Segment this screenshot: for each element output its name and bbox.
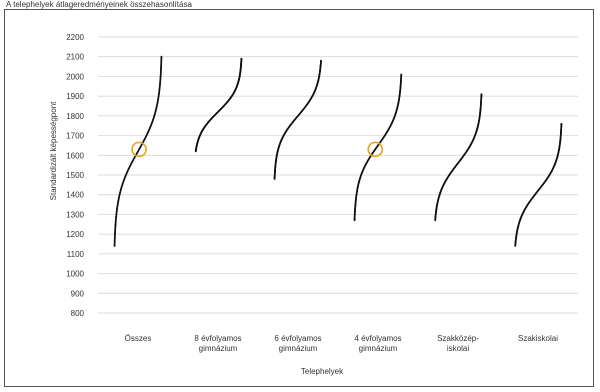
category-label: gimnázium (359, 344, 398, 353)
data-point (240, 57, 243, 60)
y-tick-label: 1300 (66, 210, 84, 219)
y-tick-label: 1100 (67, 250, 85, 259)
data-point (480, 93, 483, 96)
highlight-markers (131, 141, 384, 158)
y-tick-label: 1000 (66, 270, 84, 279)
data-point (400, 73, 403, 76)
chart-frame (4, 9, 594, 387)
gridlines (98, 36, 578, 314)
category-label: 8 évfolyamos (194, 334, 241, 343)
y-tick-label: 800 (71, 309, 85, 318)
data-point (560, 122, 563, 125)
category-label: Szakközép- (437, 334, 479, 343)
category-label: 4 évfolyamos (354, 334, 401, 343)
y-tick-labels: 800 900 1000 1100 1200 1300 1400 1500 1600 1700 18… (66, 33, 84, 318)
data-points (113, 55, 563, 247)
page-title: A telephelyek átlageredményeinek összeha… (6, 0, 192, 9)
data-point (160, 55, 163, 58)
highlight-circle (367, 141, 384, 158)
data-point (320, 59, 322, 62)
y-tick-label: 1500 (66, 171, 84, 180)
y-tick-label: 2200 (66, 33, 84, 42)
y-tick-label: 1700 (66, 132, 84, 141)
highlight-circle (131, 141, 147, 158)
category-label: Szakiskolai (518, 334, 558, 343)
category-label: Összes (125, 334, 152, 343)
y-tick-label: 900 (71, 289, 85, 298)
y-tick-label: 1600 (66, 151, 84, 160)
y-axis-title: Standardizált képességpont (49, 101, 58, 201)
x-axis-title: Telephelyek (301, 367, 344, 376)
category-label: iskolai (447, 344, 469, 353)
y-tick-label: 1800 (66, 112, 84, 121)
y-tick-label: 1900 (66, 92, 84, 101)
y-tick-label: 1400 (66, 191, 84, 200)
y-tick-label: 2000 (66, 72, 84, 81)
category-label: 6 évfolyamos (274, 334, 321, 343)
y-tick-label: 1200 (66, 230, 84, 239)
category-label: gimnázium (279, 344, 318, 353)
category-label: gimnázium (199, 344, 238, 353)
y-tick-label: 2100 (66, 53, 84, 62)
